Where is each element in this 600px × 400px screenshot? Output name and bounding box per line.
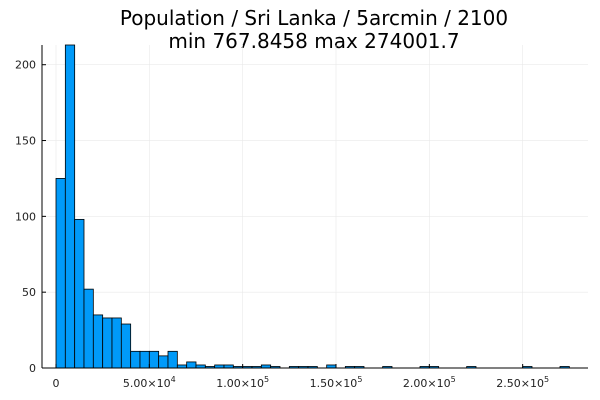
y-tick-label: 50 [22, 286, 36, 299]
histogram-bar [148, 350, 160, 369]
x-tick-label: 2.50×105 [496, 375, 549, 390]
histogram-bar [64, 44, 76, 369]
histogram-bar [130, 350, 141, 369]
x-tick-label: 5.00×104 [123, 375, 176, 390]
histogram-bar [120, 323, 132, 369]
histogram-bar [111, 317, 122, 369]
y-tick-label: 150 [15, 135, 36, 148]
y-tick-label: 200 [15, 59, 36, 72]
histogram-bar [102, 317, 113, 369]
y-tick-label: 100 [15, 210, 36, 223]
grid [42, 45, 588, 369]
tick-labels: 0 5.00×104 1.00×105 1.50×105 2.00×105 2.50×10… [15, 59, 549, 390]
histogram-bar [158, 355, 169, 369]
y-tick-label: 0 [29, 362, 36, 375]
histogram-bar [186, 361, 197, 369]
histogram-bar [55, 178, 66, 369]
histogram-bar [92, 314, 104, 369]
axes [41, 45, 588, 369]
histogram-bar [74, 218, 85, 369]
histogram-bar [83, 288, 94, 369]
histogram-bar [139, 350, 150, 369]
x-tick-label: 0 [53, 377, 60, 390]
x-tick-label: 1.00×105 [216, 375, 269, 390]
chart-title: Population / Sri Lanka / 5arcmin / 2100 [120, 6, 508, 30]
histogram-bar [167, 350, 178, 369]
bars [55, 44, 570, 369]
x-tick-label: 1.50×105 [310, 375, 363, 390]
chart-subtitle: min 767.8458 max 274001.7 [168, 29, 459, 53]
x-tick-label: 2.00×105 [403, 375, 456, 390]
